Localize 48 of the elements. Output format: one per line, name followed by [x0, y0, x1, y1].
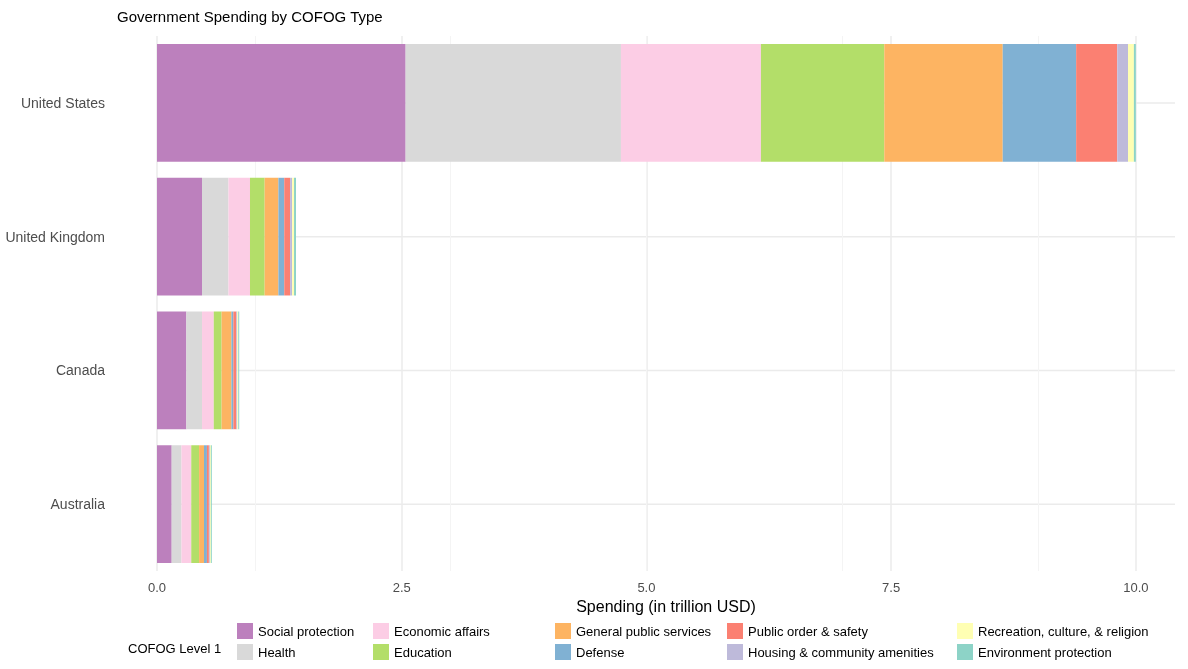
- x-axis-title: Spending (in trillion USD): [576, 598, 756, 616]
- y-tick-label: Canada: [55, 362, 106, 379]
- chart-title: Government Spending by COFOG Type: [117, 8, 383, 25]
- bar: [157, 311, 187, 430]
- bar: [264, 177, 279, 296]
- bar: [157, 44, 406, 162]
- bar: [278, 177, 285, 296]
- bar: [884, 44, 1003, 162]
- y-tick-label: United States: [20, 94, 105, 111]
- bar: [249, 177, 265, 296]
- legend-label: Education: [394, 644, 452, 660]
- legend-label: Housing & community amenities: [748, 644, 935, 660]
- y-tick-label: Australia: [50, 496, 106, 513]
- legend-label: Environment protection: [978, 644, 1112, 660]
- bar: [1128, 44, 1134, 162]
- x-tick-label: 5.0: [637, 580, 656, 595]
- bar: [221, 311, 232, 430]
- legend-label: Social protection: [258, 623, 355, 639]
- x-tick-label: 7.5: [882, 580, 901, 595]
- bar: [202, 177, 229, 296]
- bar: [228, 177, 250, 296]
- legend-label: Health: [258, 644, 296, 660]
- bar: [284, 177, 291, 296]
- bar: [157, 177, 203, 296]
- bar: [620, 44, 761, 162]
- bar: [405, 44, 621, 162]
- legend-label: Recreation, culture, & religion: [978, 623, 1149, 639]
- bar: [191, 445, 200, 563]
- legend-title: COFOG Level 1: [128, 641, 222, 656]
- legend-label: Defense: [576, 644, 625, 660]
- bar: [213, 311, 222, 430]
- bar: [157, 445, 172, 563]
- bar: [1002, 44, 1077, 162]
- x-tick-label: 10.0: [1123, 580, 1149, 595]
- bar: [181, 445, 192, 563]
- bar: [202, 311, 214, 430]
- legend-label: Public order & safety: [748, 623, 869, 639]
- legend-label: Economic affairs: [394, 623, 491, 639]
- x-tick-label: 2.5: [392, 580, 411, 595]
- bar: [760, 44, 885, 162]
- bar: [171, 445, 182, 563]
- bar: [1117, 44, 1129, 162]
- y-tick-label: United Kingdom: [5, 228, 105, 245]
- bar: [186, 311, 203, 430]
- legend-label: General public services: [576, 623, 712, 639]
- bar: [1076, 44, 1118, 162]
- x-tick-label: 0.0: [147, 580, 167, 595]
- bar: [199, 445, 204, 563]
